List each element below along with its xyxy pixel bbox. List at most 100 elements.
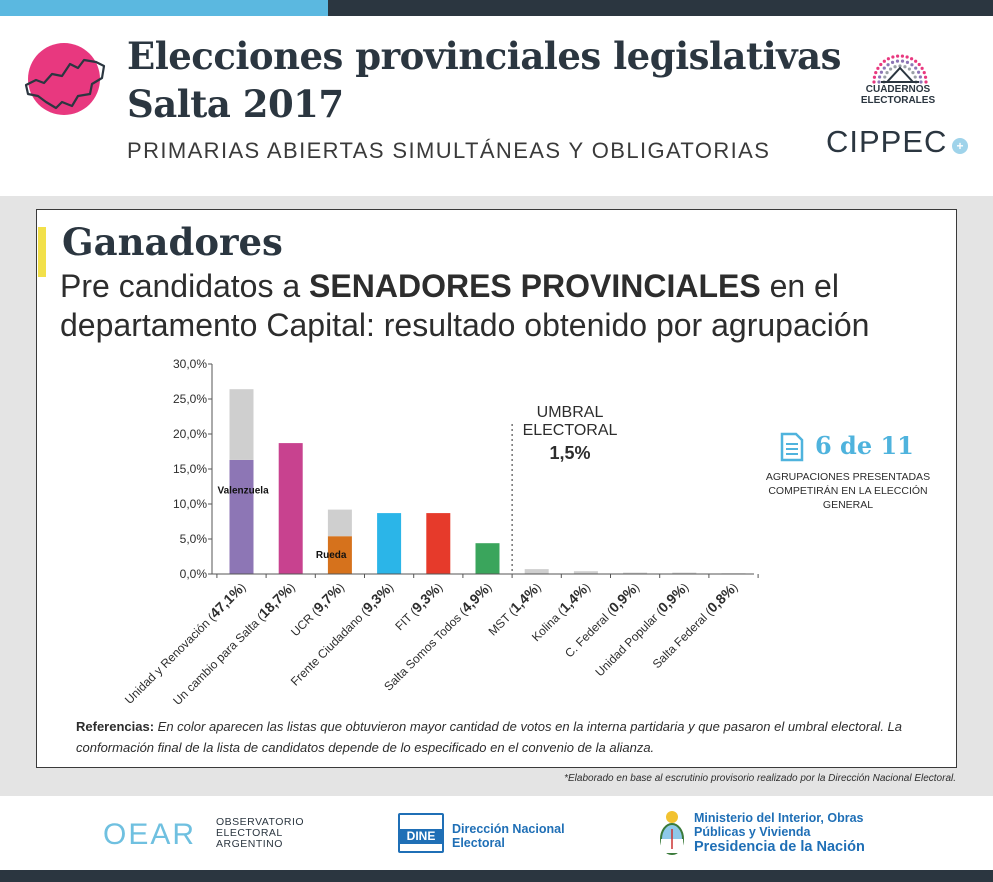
x-tick-label: Salta Federal (0,8%) <box>648 579 740 671</box>
bar-winner <box>327 536 352 574</box>
y-tick-label: 15,0% <box>173 462 207 476</box>
salta-map-logo <box>24 43 106 115</box>
top-bar-accent <box>0 0 328 16</box>
logo-dot <box>874 71 878 75</box>
presidency-text: Presidencia de la Nación <box>694 839 865 855</box>
logo-dot <box>905 60 910 64</box>
logo-dot <box>900 54 904 58</box>
logo-dot <box>920 66 924 70</box>
bar-rest <box>672 572 697 574</box>
dine-text: Dirección Nacional Electoral <box>452 822 565 850</box>
cippec-logo-text: CIPPEC <box>826 124 948 159</box>
bottom-bar <box>0 870 993 882</box>
logo-dot <box>924 80 928 84</box>
oear-text: OBSERVATORIO ELECTORAL ARGENTINO <box>216 816 305 850</box>
bar-rest <box>623 572 648 574</box>
y-tick-label: 25,0% <box>173 392 207 406</box>
threshold-value: 1,5% <box>549 443 591 463</box>
logo-dot <box>882 66 886 70</box>
chart-heading-line-1: Pre candidatos a SENADORES PROVINCIALES … <box>60 268 839 305</box>
oear-logo: OEAR <box>103 818 197 851</box>
logo-dot <box>872 80 876 84</box>
chart-card <box>36 209 957 768</box>
logo-dot <box>886 57 891 61</box>
logo-dot <box>922 71 926 75</box>
section-accent-bar <box>38 227 46 277</box>
logo-dot <box>898 64 902 68</box>
y-tick-label: 5,0% <box>180 532 208 546</box>
logo-dot <box>883 75 887 79</box>
logo-dot <box>909 57 914 61</box>
references-label: Referencias: <box>76 719 155 734</box>
bar-winner <box>229 459 254 574</box>
logo-dot <box>911 70 915 75</box>
bar-winner <box>475 543 500 574</box>
bar-winner <box>278 443 303 574</box>
logo-dot <box>917 62 921 67</box>
logo-dot <box>878 75 882 79</box>
logo-dot <box>891 55 895 59</box>
y-tick-label: 10,0% <box>173 497 207 511</box>
cuadernos-electorales-logo <box>872 54 928 84</box>
ministry-text: Ministerio del Interior, Obras Públicas … <box>694 811 864 839</box>
bar-candidate-label: Rueda <box>316 550 347 561</box>
plus-icon: + <box>952 138 968 154</box>
x-tick-label: FIT (9,3%) <box>391 579 445 633</box>
x-tick-label: Unidad Popular (0,9%) <box>591 579 691 679</box>
section-title: Ganadores <box>62 220 283 264</box>
page-title-line-1: Elecciones provinciales legislativas <box>127 34 841 78</box>
bar-winner <box>377 513 402 574</box>
references: Referencias: En color aparecen las lista… <box>76 716 926 758</box>
logo-dot <box>879 62 883 67</box>
logo-dot <box>923 75 928 79</box>
y-tick-label: 30,0% <box>173 357 207 371</box>
logo-dot <box>890 60 895 64</box>
logo-dot <box>907 67 912 71</box>
logo-dot <box>903 65 907 69</box>
page-title-line-2: Salta 2017 <box>127 82 344 126</box>
bar-rest <box>327 509 352 537</box>
bar-winner <box>426 513 451 574</box>
y-tick-label: 0,0% <box>180 567 208 581</box>
logo-dot <box>893 65 897 69</box>
page-subtitle: PRIMARIAS ABIERTAS SIMULTÁNEAS Y OBLIGAT… <box>127 138 771 163</box>
logo-dot <box>919 80 923 84</box>
chart-heading-line-2: departamento Capital: resultado obtenido… <box>60 307 870 343</box>
heading-prefix: Pre candidatos a <box>60 268 310 304</box>
bar-rest <box>524 569 549 574</box>
logo-dot <box>872 75 877 79</box>
logo-dot <box>900 59 905 63</box>
y-axis: 0,0% 5,0% 10,0% 15,0% 20,0% 25,0% 30,0% <box>173 357 213 581</box>
cuadernos-electorales-text: CUADERNOS ELECTORALES <box>860 84 936 106</box>
logo-dot <box>895 59 900 63</box>
source-note: *Elaborado en base al escrutinio proviso… <box>564 773 956 784</box>
bar-candidate-label: Valenzuela <box>218 486 270 497</box>
footer <box>0 796 993 870</box>
references-text: En color aparecen las listas que obtuvie… <box>76 719 902 755</box>
logo-dot <box>886 63 890 67</box>
x-axis: Unidad y Renovación (47,1%)Un cambio par… <box>122 573 759 708</box>
logo-dot <box>905 55 909 59</box>
threshold-label: UMBRAL ELECTORAL <box>522 404 618 439</box>
logo-dot <box>914 66 918 70</box>
logo-dot <box>882 59 886 63</box>
bars: Valenzuela Rueda <box>218 389 746 574</box>
bar-rest <box>229 389 254 460</box>
logo-dot <box>885 70 889 75</box>
logo-dot <box>896 54 900 58</box>
bar-rest <box>573 571 598 574</box>
logo-dot <box>879 70 884 74</box>
header <box>0 16 993 196</box>
y-tick-label: 20,0% <box>173 427 207 441</box>
heading-bold: SENADORES PROVINCIALES <box>309 268 761 304</box>
stat-caption: AGRUPACIONES PRESENTADAS COMPETIRÁN EN L… <box>765 471 931 511</box>
logo-dot <box>916 70 921 74</box>
logo-dot <box>910 63 914 67</box>
logo-dot <box>876 66 880 70</box>
heading-suffix: en el <box>760 268 839 304</box>
logo-dot <box>913 75 917 79</box>
logo-dot <box>914 59 918 63</box>
document-icon <box>780 432 804 462</box>
logo-dot <box>888 67 893 71</box>
